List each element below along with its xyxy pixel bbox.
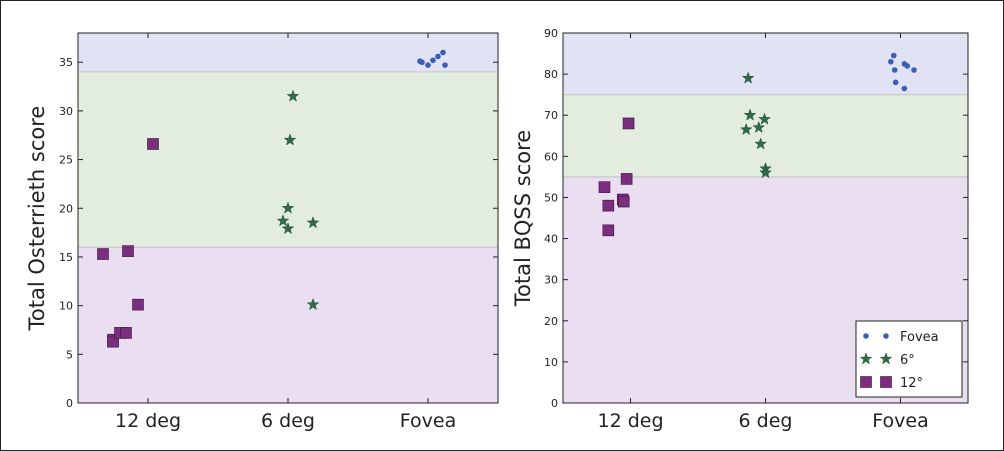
y-tick-label: 5 bbox=[66, 348, 73, 361]
dot-data-point bbox=[425, 62, 431, 68]
square-data-point bbox=[617, 195, 630, 208]
star-data-point bbox=[741, 71, 755, 84]
x-tick-label: 6 deg bbox=[739, 410, 793, 432]
y-tick-label: 15 bbox=[59, 251, 73, 264]
star-data-point bbox=[286, 89, 300, 102]
dot-data-point bbox=[442, 62, 448, 68]
star-data-point bbox=[739, 122, 753, 136]
square-data-point bbox=[602, 199, 615, 212]
star-data-point bbox=[752, 120, 766, 134]
dot-data-point bbox=[430, 57, 436, 64]
y-tick-label: 0 bbox=[551, 397, 558, 410]
legend-marker bbox=[863, 333, 869, 339]
star-data-point bbox=[754, 137, 768, 150]
band-lines bbox=[78, 71, 498, 248]
y-tick-label: 80 bbox=[544, 68, 558, 81]
background-bands bbox=[78, 33, 498, 403]
y-tick-label: 30 bbox=[59, 105, 73, 118]
x-tick-label: 6 deg bbox=[261, 410, 315, 432]
x-axis-ticks: 12 deg 6 deg Fovea bbox=[115, 33, 456, 432]
x-tick-label: Fovea bbox=[872, 410, 928, 432]
dot-data-point bbox=[435, 53, 441, 60]
y-tick-label: 40 bbox=[544, 233, 558, 246]
y-tick-label: 0 bbox=[66, 397, 73, 410]
score-band bbox=[78, 33, 498, 72]
dot-data-point bbox=[440, 49, 446, 56]
y-tick-label: 90 bbox=[544, 27, 558, 40]
y-axis-title: Total Osterrieth score bbox=[25, 106, 49, 332]
dot-data-point bbox=[891, 67, 898, 73]
chart-left: 0 5 10 15 20 25 30 35 12 deg 6 deg Fovea Total Os… bbox=[25, 32, 499, 432]
square-data-point bbox=[122, 245, 134, 257]
y-axis-title: Total BQSS score bbox=[511, 130, 535, 307]
score-band bbox=[78, 247, 498, 403]
star-data-point bbox=[283, 133, 297, 146]
x-tick-label: 12 deg bbox=[597, 410, 663, 432]
y-axis-ticks: 0 10 20 30 40 50 60 70 80 90 bbox=[544, 27, 968, 410]
dot-data-point bbox=[888, 58, 894, 65]
dot-data-point bbox=[890, 52, 897, 59]
background-bands bbox=[563, 33, 968, 403]
legend-marker bbox=[880, 376, 892, 388]
x-tick-label: 12 deg bbox=[115, 410, 181, 432]
square-data-point bbox=[598, 181, 611, 193]
chart-right: 0 10 20 30 40 50 60 70 80 90 12 deg 6 deg Fovea Tot… bbox=[511, 27, 969, 432]
legend-marker bbox=[883, 333, 889, 339]
y-tick-label: 30 bbox=[544, 274, 558, 287]
dot-data-point bbox=[892, 79, 899, 86]
square-data-point bbox=[620, 173, 633, 185]
legend-marker bbox=[860, 376, 872, 388]
legend-label: Fovea bbox=[900, 330, 939, 345]
y-tick-label: 50 bbox=[544, 191, 558, 204]
star-data-point bbox=[276, 214, 290, 227]
data-marks bbox=[598, 52, 917, 237]
square-data-point bbox=[107, 335, 119, 348]
y-axis-ticks: 0 5 10 15 20 25 30 35 bbox=[59, 56, 498, 410]
y-tick-label: 20 bbox=[544, 315, 558, 328]
star-data-point bbox=[306, 216, 320, 229]
y-tick-label: 10 bbox=[544, 356, 558, 369]
star-data-point bbox=[281, 201, 295, 214]
square-data-point bbox=[120, 327, 132, 339]
legend-label: 6° bbox=[900, 353, 915, 368]
dot-data-point bbox=[911, 67, 917, 73]
y-tick-label: 25 bbox=[59, 154, 73, 167]
y-tick-label: 70 bbox=[544, 109, 558, 122]
y-tick-label: 35 bbox=[59, 56, 73, 69]
score-band bbox=[78, 71, 498, 248]
x-tick-label: Fovea bbox=[400, 410, 456, 432]
star-data-point bbox=[281, 221, 295, 235]
square-data-point bbox=[132, 298, 144, 311]
y-tick-label: 10 bbox=[59, 300, 73, 313]
dot-data-point bbox=[419, 59, 425, 66]
legend-marker bbox=[879, 352, 893, 365]
square-data-point bbox=[147, 138, 159, 150]
data-marks bbox=[97, 49, 448, 348]
star-data-point bbox=[306, 297, 320, 311]
star-data-point bbox=[759, 166, 772, 179]
legend-box bbox=[855, 320, 963, 398]
star-data-point bbox=[758, 112, 771, 125]
y-tick-label: 20 bbox=[59, 202, 73, 215]
x-axis-ticks: 12 deg 6 deg Fovea bbox=[597, 33, 929, 432]
square-data-point bbox=[622, 117, 635, 130]
legend-marker bbox=[859, 352, 873, 365]
dot-data-point bbox=[901, 85, 908, 92]
square-data-point bbox=[602, 224, 615, 237]
legend: Fovea 6° 12° bbox=[855, 320, 963, 398]
y-tick-label: 60 bbox=[544, 150, 558, 163]
legend-label: 12° bbox=[900, 376, 923, 391]
dot-data-point bbox=[904, 63, 911, 69]
star-data-point bbox=[743, 108, 757, 121]
square-data-point bbox=[97, 248, 109, 260]
score-band bbox=[563, 33, 968, 95]
